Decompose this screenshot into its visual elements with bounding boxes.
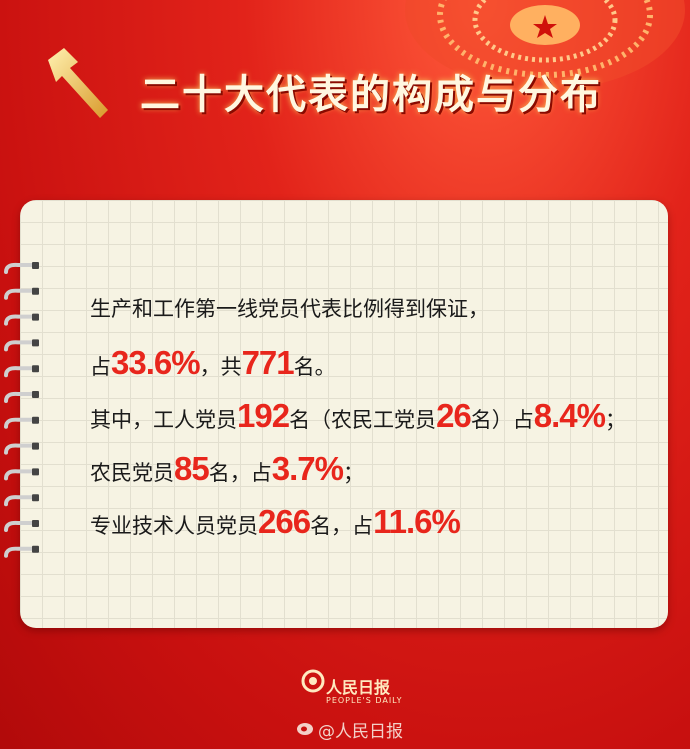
text-segment: 占	[90, 355, 111, 379]
text-segment: 名，占	[208, 461, 272, 485]
text-line: 农民党员85名，占3.7%；	[90, 442, 670, 495]
text-line: 占33.6%，共771名。	[90, 336, 670, 389]
ring	[4, 468, 39, 481]
party-emblem	[47, 46, 114, 118]
logo-text: 人民日报	[326, 678, 391, 697]
ring	[4, 545, 39, 558]
logo-subtext: PEOPLE'S DAILY	[326, 696, 403, 705]
text-segment: 农民党员	[90, 461, 174, 485]
highlight-number: 33.6%	[111, 344, 201, 381]
text-line: 其中，工人党员192名（农民工党员26名）占8.4%；	[90, 389, 670, 442]
text-segment: 名）占	[470, 408, 534, 432]
ring	[4, 262, 39, 274]
text-segment: 名（农民工党员	[289, 408, 437, 432]
ring	[4, 365, 39, 378]
text-line: 生产和工作第一线党员代表比例得到保证，	[90, 283, 670, 336]
decoration	[405, 0, 685, 90]
ring	[4, 339, 39, 352]
text-segment: 专业技术人员党员	[90, 514, 258, 538]
text-segment: 名，占	[310, 514, 374, 538]
highlight-number: 8.4%	[533, 397, 606, 434]
text-segment: 名。	[293, 355, 336, 379]
weibo-icon	[297, 723, 313, 735]
text-segment: 生产和工作第一线党员代表比例得到保证，	[90, 297, 489, 321]
highlight-number: 266	[258, 503, 311, 540]
content: 生产和工作第一线党员代表比例得到保证， 占33.6%，共771名。 其中，工人党员1…	[90, 283, 670, 548]
text-line: 专业技术人员党员266名，占11.6%	[90, 495, 670, 548]
text-segment: 其中，工人党员	[90, 408, 237, 432]
title: 二十大代表的构成与分布	[140, 72, 602, 118]
highlight-number: 192	[237, 397, 290, 434]
highlight-number: 3.7%	[271, 450, 344, 487]
ring	[4, 313, 39, 326]
ring	[4, 520, 39, 532]
spiral-rings	[4, 262, 39, 558]
ring	[4, 494, 39, 507]
ring	[4, 391, 39, 403]
highlight-number: 771	[241, 344, 295, 381]
notebook-card	[20, 200, 668, 628]
ring	[4, 442, 39, 455]
highlight-number: 11.6%	[373, 503, 461, 540]
ring	[4, 287, 39, 300]
text-segment: ；	[342, 461, 364, 485]
logo-icon	[301, 669, 325, 693]
text-segment: ，共	[199, 355, 242, 379]
text-segment: ；	[605, 408, 626, 432]
ring	[4, 416, 39, 429]
highlight-number: 26	[436, 397, 472, 434]
watermark: @人民日报	[318, 722, 403, 742]
logo: 人民日报 PEOPLE'S DAILY	[300, 668, 401, 705]
highlight-number: 85	[174, 450, 210, 487]
